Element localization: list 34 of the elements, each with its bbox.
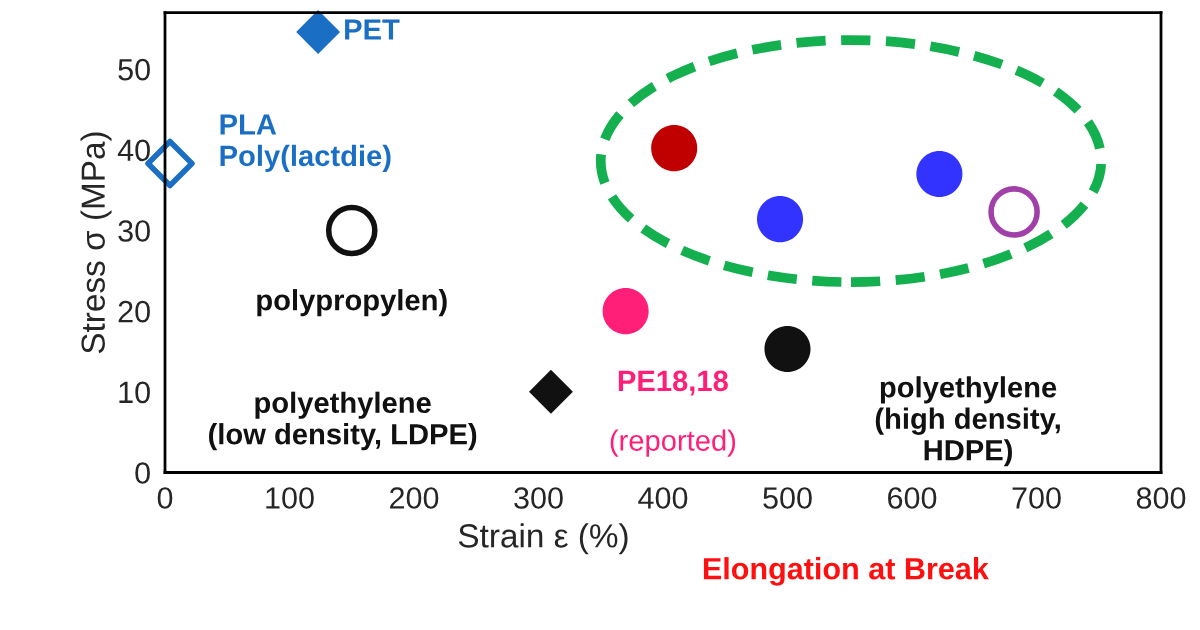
series-label: polyethylene (low density, LDPE) — [209, 391, 477, 451]
x-tick-label: 0 — [157, 487, 173, 509]
x-tick-label: 200 — [390, 487, 439, 509]
x-tick-label: 800 — [1136, 487, 1186, 509]
x-tick-label: 400 — [638, 487, 688, 509]
x-tick-label: 300 — [514, 487, 563, 509]
series-label: PE18,18 — [618, 370, 728, 396]
x-tick-label: 700 — [1012, 487, 1061, 509]
x-tick-label: 100 — [266, 487, 314, 509]
series-label: PET — [345, 19, 400, 40]
x-tick-label: 500 — [763, 487, 812, 509]
point — [651, 125, 698, 172]
series-label: polypropylen) — [257, 289, 447, 317]
y-tick-label: 50 — [118, 58, 150, 81]
x-tick-label: 600 — [888, 487, 937, 509]
point — [988, 186, 1040, 238]
x-axis-title: Strain ε (%) — [458, 523, 628, 555]
text: Elongation at Break — [703, 557, 989, 586]
point — [325, 204, 378, 257]
y-tick-label: 40 — [117, 139, 150, 162]
series-label: PLA Poly(lactdie) — [220, 114, 391, 172]
point — [916, 150, 963, 197]
point — [764, 326, 811, 373]
point — [757, 196, 804, 243]
y-tick-label: 0 — [135, 462, 150, 484]
y-tick-label: 20 — [118, 300, 150, 323]
point — [528, 369, 573, 414]
text: polyethylene (high density, HDPE) — [875, 376, 1060, 467]
point — [296, 10, 341, 54]
point — [602, 288, 649, 335]
y-tick-label: 10 — [119, 381, 150, 404]
y-axis-title: Stress σ (MPa) — [80, 132, 112, 354]
annotation: (reported) — [610, 429, 736, 457]
y-tick-label: 30 — [118, 220, 150, 242]
